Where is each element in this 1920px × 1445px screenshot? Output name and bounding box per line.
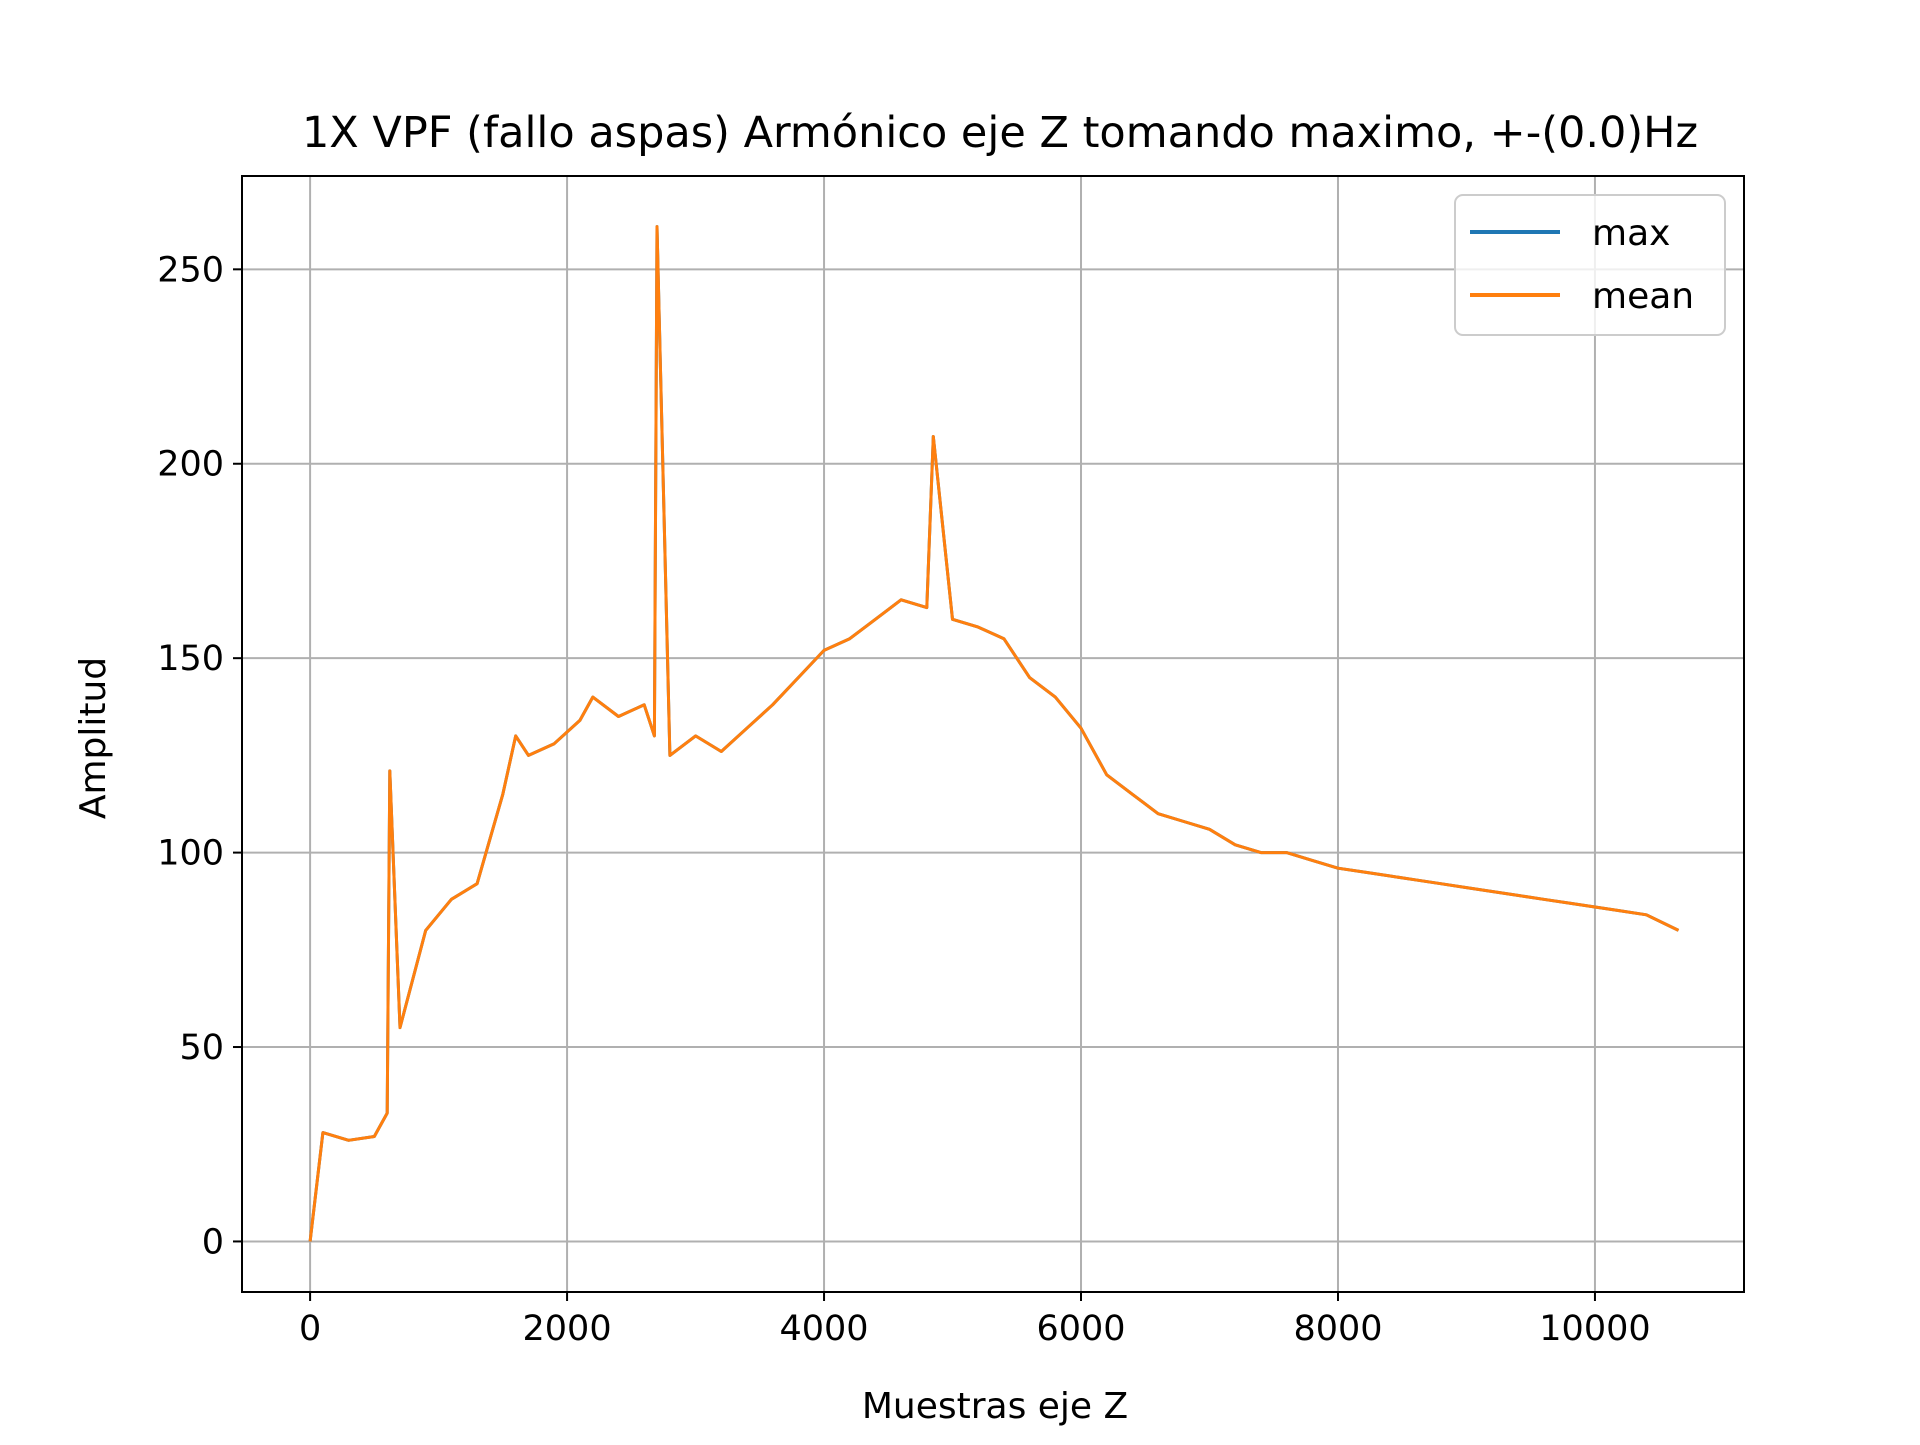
series-layer <box>308 225 1680 1242</box>
x-tick-label: 0 <box>299 1309 321 1349</box>
y-tick-label: 0 <box>202 1222 224 1262</box>
legend-label-mean: mean <box>1592 276 1694 317</box>
y-tick-label: 250 <box>157 250 224 290</box>
x-tick-label: 2000 <box>523 1309 612 1349</box>
x-tick-label: 4000 <box>780 1309 869 1349</box>
y-tick-label: 100 <box>157 834 224 874</box>
ticks-layer: 0 2000 4000 6000 8000 10000 0 50 100 150 200 250 <box>157 250 1650 1349</box>
legend: max mean <box>1454 194 1726 336</box>
x-axis-label: Muestras eje Z <box>862 1386 1128 1427</box>
legend-label-max: max <box>1592 213 1670 254</box>
chart-title: 1X VPF (fallo aspas) Armónico eje Z toma… <box>302 108 1698 158</box>
y-tick-label: 50 <box>179 1028 224 1068</box>
series-line-max <box>308 225 1680 1242</box>
y-tick-label: 150 <box>157 639 224 679</box>
grid-layer <box>242 176 1744 1292</box>
plot-frame <box>241 175 1745 1293</box>
x-tick-label: 10000 <box>1539 1309 1650 1349</box>
y-tick-label: 200 <box>157 445 224 485</box>
y-axis-label: Amplitud <box>73 657 114 819</box>
x-tick-label: 6000 <box>1036 1309 1125 1349</box>
x-tick-label: 8000 <box>1293 1309 1382 1349</box>
series-line-mean <box>308 225 1680 1242</box>
